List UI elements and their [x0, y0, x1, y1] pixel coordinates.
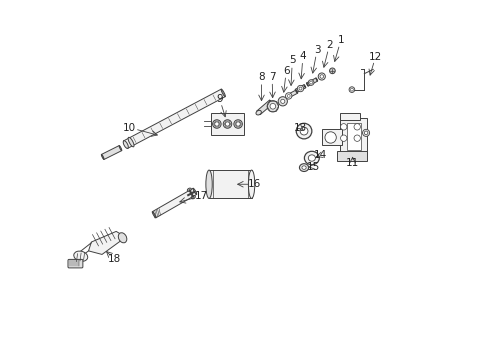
Circle shape [225, 122, 229, 126]
Circle shape [286, 95, 289, 97]
Circle shape [285, 93, 291, 99]
Ellipse shape [152, 212, 156, 218]
Polygon shape [295, 85, 305, 93]
Ellipse shape [257, 111, 260, 114]
Circle shape [348, 87, 354, 93]
Text: 5: 5 [288, 55, 295, 65]
Ellipse shape [269, 100, 272, 104]
Ellipse shape [101, 154, 104, 159]
Bar [340, 113, 359, 120]
Text: 2: 2 [325, 40, 332, 50]
Ellipse shape [299, 164, 308, 171]
Text: 8: 8 [258, 72, 264, 82]
Text: 9: 9 [216, 94, 223, 104]
Ellipse shape [119, 145, 122, 150]
Circle shape [233, 120, 242, 128]
Text: 4: 4 [299, 51, 305, 61]
Text: 3: 3 [313, 45, 320, 55]
Polygon shape [286, 90, 297, 98]
Circle shape [353, 123, 360, 130]
FancyBboxPatch shape [68, 260, 82, 268]
Circle shape [362, 129, 369, 136]
Text: 11: 11 [346, 158, 359, 168]
Ellipse shape [205, 170, 212, 198]
Circle shape [340, 135, 346, 141]
Ellipse shape [304, 151, 319, 165]
Circle shape [212, 120, 221, 128]
Circle shape [353, 135, 360, 141]
Circle shape [329, 68, 335, 74]
Ellipse shape [295, 90, 297, 93]
Circle shape [364, 131, 367, 135]
Bar [336, 151, 366, 161]
Ellipse shape [307, 155, 315, 161]
Text: 6: 6 [283, 66, 289, 76]
Text: 17: 17 [194, 191, 207, 201]
Polygon shape [123, 89, 225, 148]
Ellipse shape [304, 85, 305, 88]
Text: 1: 1 [337, 35, 344, 45]
Ellipse shape [193, 188, 196, 194]
FancyBboxPatch shape [346, 123, 360, 149]
Text: 16: 16 [247, 179, 261, 189]
Text: 13: 13 [293, 122, 306, 132]
Ellipse shape [123, 141, 128, 148]
Circle shape [296, 123, 311, 139]
Ellipse shape [123, 141, 128, 148]
Circle shape [299, 87, 301, 90]
Circle shape [223, 120, 231, 128]
Ellipse shape [286, 95, 288, 98]
Ellipse shape [128, 137, 134, 147]
Circle shape [297, 85, 303, 92]
Ellipse shape [255, 111, 261, 115]
Text: 18: 18 [107, 254, 121, 264]
Circle shape [236, 122, 240, 126]
Text: 7: 7 [268, 72, 275, 82]
Ellipse shape [248, 170, 254, 198]
Polygon shape [152, 188, 196, 218]
Circle shape [300, 127, 307, 135]
Ellipse shape [187, 188, 191, 191]
Ellipse shape [191, 195, 195, 199]
Ellipse shape [221, 89, 225, 97]
Polygon shape [306, 78, 317, 86]
Circle shape [318, 73, 325, 80]
Ellipse shape [315, 78, 317, 81]
Ellipse shape [118, 233, 126, 243]
Circle shape [269, 103, 275, 109]
Circle shape [325, 132, 336, 143]
Polygon shape [101, 145, 122, 159]
Text: 15: 15 [306, 162, 320, 171]
Circle shape [214, 122, 219, 126]
Circle shape [278, 97, 287, 106]
Circle shape [309, 81, 312, 84]
Circle shape [307, 80, 313, 85]
Text: 10: 10 [122, 122, 136, 132]
Polygon shape [209, 170, 251, 198]
Bar [210, 113, 244, 135]
Polygon shape [88, 231, 123, 255]
FancyBboxPatch shape [340, 118, 366, 153]
Ellipse shape [306, 83, 307, 86]
Circle shape [266, 100, 278, 112]
Circle shape [350, 88, 353, 91]
Text: 14: 14 [313, 150, 326, 160]
Text: 12: 12 [368, 51, 382, 62]
Circle shape [319, 75, 323, 78]
Ellipse shape [301, 166, 305, 169]
Polygon shape [257, 100, 272, 114]
Ellipse shape [74, 251, 87, 261]
Bar [322, 129, 341, 145]
Circle shape [340, 123, 346, 130]
Ellipse shape [295, 89, 296, 93]
Circle shape [280, 99, 285, 103]
